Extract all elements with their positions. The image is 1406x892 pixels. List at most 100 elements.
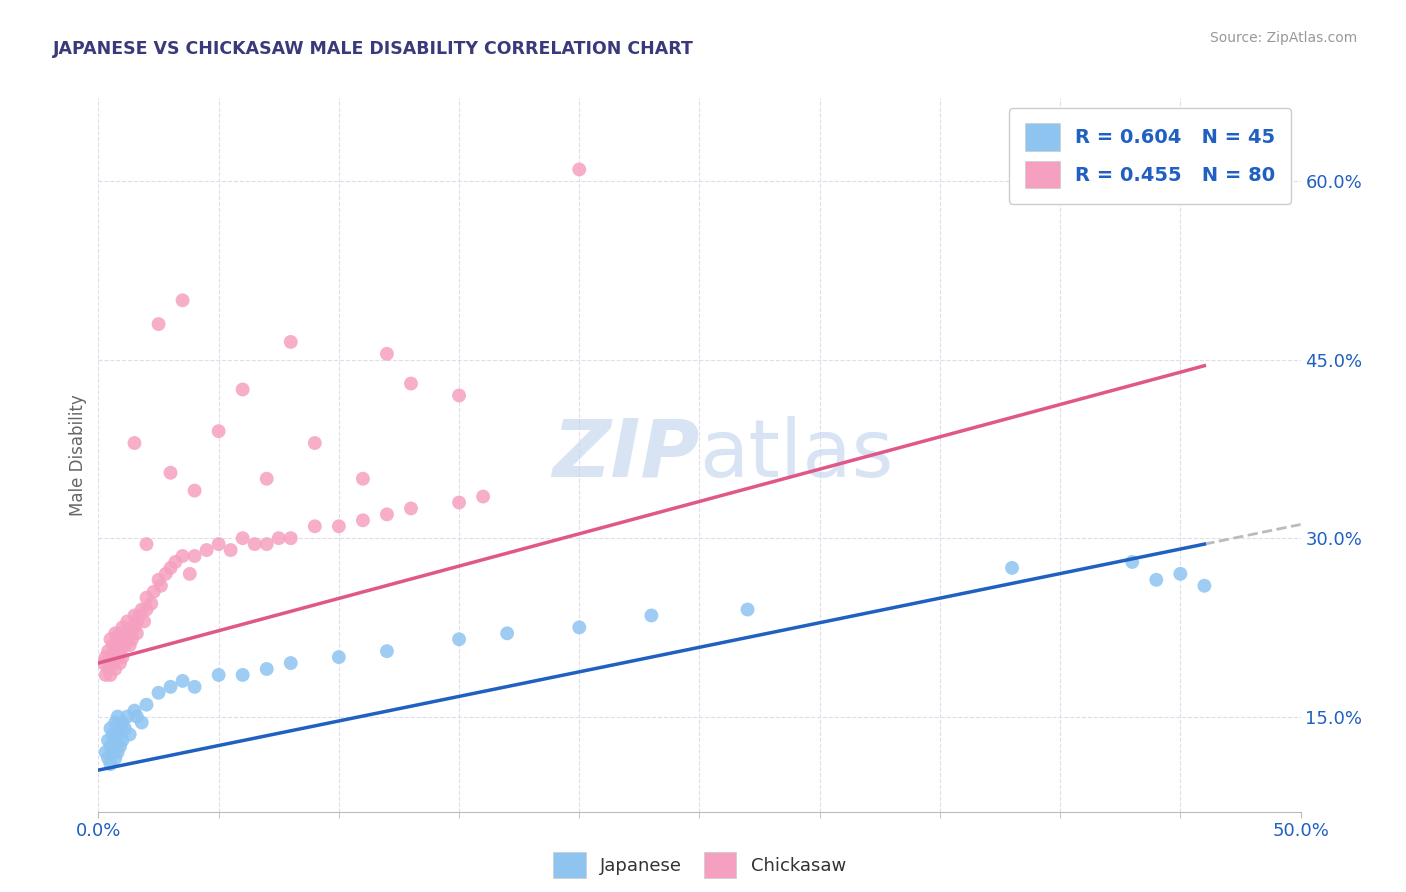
Y-axis label: Male Disability: Male Disability [69,394,87,516]
Point [159,561,181,575]
Point [104,733,127,747]
Point [118,626,141,640]
Point [375,644,398,658]
Point [135,602,157,616]
Point [1144,573,1167,587]
Point [111,715,134,730]
Point [108,739,131,754]
Text: Source: ZipAtlas.com: Source: ZipAtlas.com [1209,31,1357,45]
Point [114,626,136,640]
Point [94,745,117,759]
Point [108,626,131,640]
Point [208,537,231,551]
Point [375,508,398,522]
Point [737,602,759,616]
Point [91,656,114,670]
Point [141,597,163,611]
Point [101,656,124,670]
Point [125,709,148,723]
Point [111,650,134,665]
Point [159,466,181,480]
Point [267,531,290,545]
Point [1170,566,1192,581]
Point [94,650,117,665]
Point [159,680,181,694]
Point [111,620,134,634]
Point [256,537,278,551]
Point [114,638,136,652]
Point [117,632,139,647]
Point [104,715,127,730]
Point [179,566,201,581]
Point [104,662,127,676]
Point [352,513,374,527]
Text: JAPANESE VS CHICKASAW MALE DISABILITY CORRELATION CHART: JAPANESE VS CHICKASAW MALE DISABILITY CO… [53,40,695,58]
Point [118,727,141,741]
Point [132,615,155,629]
Point [472,490,495,504]
Point [172,293,194,308]
Point [135,537,157,551]
Point [97,644,120,658]
Point [131,602,153,616]
Point [148,686,170,700]
Point [640,608,662,623]
Point [107,638,129,652]
Point [100,757,122,772]
Point [232,531,254,545]
Point [94,668,117,682]
Point [375,347,398,361]
Point [219,543,242,558]
Point [107,745,129,759]
Point [328,519,350,533]
Point [496,626,519,640]
Point [208,668,231,682]
Point [124,620,146,634]
Point [101,727,124,741]
Point [183,549,205,563]
Point [148,573,170,587]
Point [304,519,326,533]
Point [124,704,146,718]
Point [100,650,122,665]
Point [128,608,150,623]
Point [172,673,194,688]
Point [101,745,124,759]
Point [328,650,350,665]
Point [447,388,470,402]
Point [114,722,136,736]
Point [111,632,134,647]
Point [100,739,122,754]
Point [165,555,187,569]
Point [108,722,131,736]
Point [124,436,146,450]
Point [1194,579,1216,593]
Text: ZIP: ZIP [553,416,699,494]
Point [142,584,165,599]
Point [148,317,170,331]
Point [104,644,127,658]
Point [107,632,129,647]
Point [121,632,143,647]
Point [232,383,254,397]
Point [399,501,422,516]
Point [352,472,374,486]
Point [97,662,120,676]
Point [232,668,254,682]
Point [121,620,143,634]
Point [107,727,129,741]
Point [100,722,122,736]
Point [1121,555,1143,569]
Point [568,620,591,634]
Point [124,608,146,623]
Point [117,615,139,629]
Point [195,543,218,558]
Text: atlas: atlas [699,416,894,494]
Point [399,376,422,391]
Point [97,751,120,765]
Point [117,709,139,723]
Point [111,733,134,747]
Point [108,656,131,670]
Point [304,436,326,450]
Point [100,632,122,647]
